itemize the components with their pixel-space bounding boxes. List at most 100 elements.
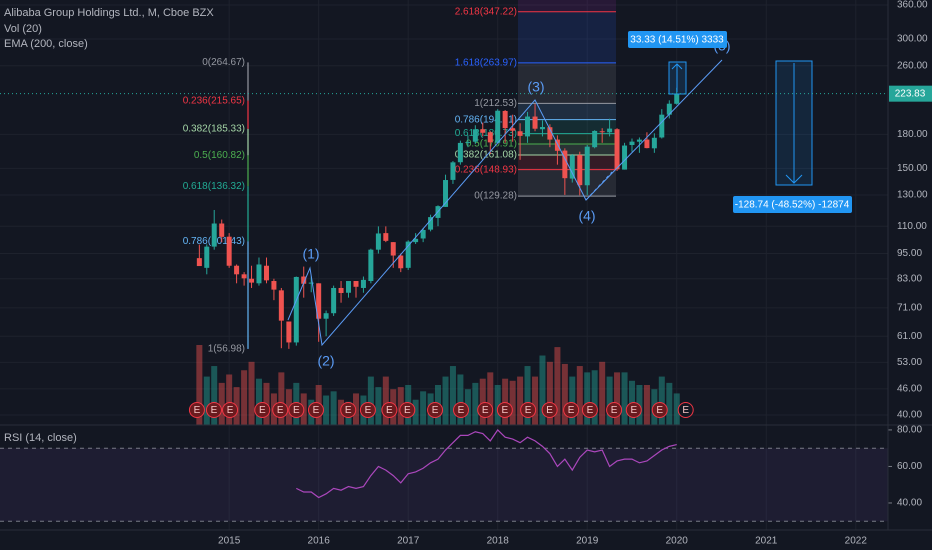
volume-bar — [367, 376, 374, 425]
earnings-label: E — [458, 405, 465, 416]
y-tick-label: 360.00 — [897, 0, 928, 11]
volume-bar — [241, 370, 248, 425]
candle-body — [301, 276, 307, 284]
measure-label: -128.74 (-48.52%) -12874 — [735, 200, 850, 211]
candle-body — [204, 246, 210, 268]
volume-bar — [420, 391, 427, 425]
candle-body — [554, 139, 560, 151]
volume-bar — [255, 378, 262, 425]
candle-body — [539, 127, 545, 130]
volume-bar — [375, 387, 382, 425]
candle-body — [495, 110, 501, 143]
volume-bar — [487, 372, 494, 425]
volume-bar — [502, 378, 509, 425]
candle-body — [636, 139, 642, 142]
earnings-marker — [427, 402, 444, 418]
earnings-marker — [625, 402, 642, 418]
y-tick-label: 71.00 — [897, 303, 922, 314]
fib-label: 0.618(136.32) — [183, 181, 245, 192]
volume-bar — [554, 347, 561, 425]
candle-body — [472, 129, 478, 142]
earnings-marker — [359, 402, 376, 418]
candle-body — [510, 128, 516, 131]
volume-bar — [449, 366, 456, 425]
earnings-label: E — [502, 405, 509, 416]
candle-body — [338, 287, 344, 293]
volume-bar — [606, 376, 613, 425]
wave-dash — [585, 171, 613, 201]
candle-body — [219, 223, 225, 237]
earnings-marker — [307, 402, 324, 418]
earnings-marker — [381, 402, 398, 418]
volume-bar — [412, 399, 419, 425]
candle-body — [525, 116, 531, 137]
earnings-label: E — [525, 405, 532, 416]
volume-bar — [494, 385, 501, 425]
earnings-label: E — [277, 405, 284, 416]
rsi-title: RSI (14, close) — [4, 432, 77, 444]
measure-label-box — [733, 196, 852, 213]
volume-bar — [472, 382, 479, 425]
fib-label: 1(56.98) — [208, 344, 245, 355]
volume-bar — [524, 366, 531, 425]
candle-body — [226, 236, 232, 266]
volume-bar — [203, 376, 210, 425]
x-tick-label: 2019 — [576, 536, 599, 547]
volume-bar — [442, 376, 449, 425]
candle-body — [383, 233, 389, 241]
earnings-label: E — [432, 405, 439, 416]
volume-bar — [643, 385, 650, 425]
candle-body — [413, 238, 419, 243]
x-tick-label: 2022 — [845, 536, 868, 547]
candle-body — [249, 278, 255, 283]
fib-label: 0.618(180.73) — [455, 128, 517, 139]
candle-body — [360, 279, 366, 288]
earnings-marker — [272, 402, 289, 418]
fib-band — [518, 0, 616, 12]
measure-arrowhead — [785, 174, 803, 184]
earnings-marker — [606, 402, 623, 418]
volume-bar — [584, 372, 591, 425]
candle-body — [644, 139, 650, 149]
fib-band — [518, 143, 616, 156]
x-tick-label: 2017 — [397, 536, 420, 547]
y-tick-label: 260.00 — [897, 60, 928, 71]
earnings-marker — [340, 402, 357, 418]
earnings-marker — [677, 402, 694, 418]
volume-bar — [330, 391, 337, 425]
volume-bar — [561, 363, 568, 425]
earnings-marker — [520, 402, 537, 418]
candle-body — [614, 129, 620, 170]
indicator-label: EMA (200, close) — [4, 38, 88, 50]
fib-label: 0.786(194.71) — [455, 114, 517, 125]
candle-body — [293, 276, 299, 343]
x-tick-label: 2021 — [755, 536, 778, 547]
candle-body — [256, 264, 262, 284]
fib-label: 0.236(215.65) — [183, 95, 245, 106]
earnings-label: E — [365, 405, 372, 416]
earnings-label: E — [587, 405, 594, 416]
candle-body — [428, 217, 434, 230]
x-tick-label: 2020 — [666, 536, 689, 547]
fib-label: 0(129.28) — [474, 191, 517, 202]
volume-bar — [517, 376, 524, 425]
volume-bar — [457, 374, 464, 425]
candle-body — [241, 274, 247, 279]
earnings-label: E — [611, 405, 618, 416]
earnings-marker — [188, 402, 205, 418]
candle-body — [420, 229, 426, 239]
earnings-marker — [563, 402, 580, 418]
candle-body — [584, 146, 590, 186]
earnings-label: E — [194, 405, 201, 416]
earnings-marker — [651, 402, 668, 418]
earnings-marker — [453, 402, 470, 418]
candle-body — [599, 131, 605, 133]
rsi-tick-label: 40.00 — [897, 498, 922, 509]
candle-body — [308, 282, 314, 284]
volume-bar — [614, 372, 621, 425]
earnings-label: E — [259, 405, 266, 416]
y-tick-label: 95.00 — [897, 248, 922, 259]
earnings-label: E — [682, 405, 689, 416]
earnings-marker — [205, 402, 222, 418]
